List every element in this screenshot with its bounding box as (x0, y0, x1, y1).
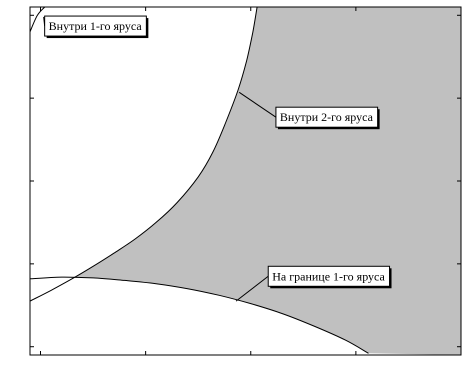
plot-area (30, 7, 461, 355)
annotation-box (44, 15, 147, 37)
annotation-label: На границе 1-го яруса (272, 269, 385, 283)
annotation-leader (238, 91, 277, 118)
series-line-tier1-boundary (30, 276, 369, 354)
annotations: Внутри 1-го яруса Внутри 2-го яруса На гра… (43, 15, 392, 302)
series-line-inner-boundary (30, 7, 46, 33)
series-line-tier2-boundary (30, 7, 258, 302)
annotation: На границе 1-го яруса (235, 265, 392, 302)
annotation: Внутри 2-го яруса (238, 91, 380, 130)
annotation: Внутри 1-го яруса (43, 15, 149, 39)
annotation-label: Внутри 1-го яруса (49, 19, 143, 33)
region-below-tier1 (30, 277, 461, 355)
axis-ticks (30, 7, 462, 355)
annotation-box (267, 265, 391, 287)
annotation-box (275, 106, 379, 128)
annotation-label: Внутри 2-го яруса (280, 110, 374, 124)
annotation-leader (235, 275, 269, 302)
